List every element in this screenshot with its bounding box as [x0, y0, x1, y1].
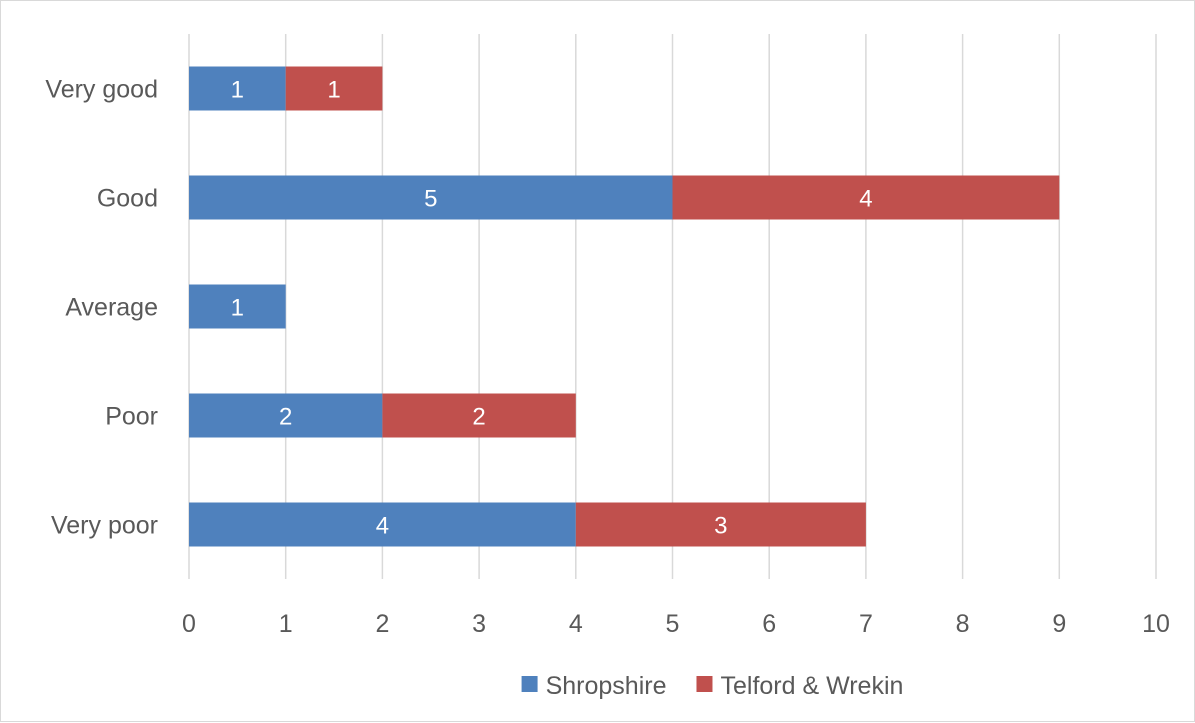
x-tick-label: 9	[1052, 610, 1066, 638]
data-labels: 1 1 5 4 1 2 2 4 3	[231, 77, 873, 540]
axes: 0 1 2 3 4 5 6 7 8 9 10 Very good Good Average Poor Very…	[45, 76, 1170, 639]
bar-shropshire-average	[189, 284, 286, 329]
bars	[189, 66, 1060, 547]
bar-shropshire-very-poor	[189, 502, 576, 547]
x-tick-label: 6	[762, 610, 776, 638]
bar-telford-wrekin-poor	[382, 393, 576, 438]
data-label: 2	[472, 404, 485, 431]
category-label: Average	[65, 294, 158, 322]
category-label: Poor	[105, 403, 158, 431]
x-tick-label: 3	[472, 610, 486, 638]
x-tick-label: 10	[1142, 610, 1170, 638]
x-tick-label: 1	[279, 610, 293, 638]
bar-shropshire-good	[189, 175, 673, 220]
category-label: Good	[97, 185, 158, 213]
legend-label: Shropshire	[546, 672, 667, 700]
data-label: 1	[231, 77, 244, 104]
data-label: 4	[376, 513, 389, 540]
data-label: 4	[859, 186, 872, 213]
data-label: 1	[231, 295, 244, 322]
x-tick-label: 2	[375, 610, 389, 638]
legend: Shropshire Telford & Wrekin	[521, 672, 903, 700]
data-label: 2	[279, 404, 292, 431]
legend-label: Telford & Wrekin	[720, 672, 903, 700]
category-label: Very good	[45, 76, 158, 104]
category-label: Very poor	[51, 512, 158, 540]
gridlines	[188, 34, 1157, 579]
x-tick-label: 0	[182, 610, 196, 638]
bar-telford-wrekin-very-poor	[575, 502, 866, 547]
legend-swatch	[696, 676, 713, 692]
x-tick-label: 8	[956, 610, 970, 638]
data-label: 3	[714, 513, 727, 540]
bar-telford-wrekin-good	[672, 175, 1060, 220]
x-tick-label: 4	[569, 610, 583, 638]
x-tick-label: 5	[666, 610, 680, 638]
bar-shropshire-poor	[189, 393, 383, 438]
legend-swatch	[521, 676, 538, 692]
data-label: 5	[424, 186, 437, 213]
bar-telford-wrekin-very-good	[285, 66, 383, 111]
x-tick-label: 7	[859, 610, 873, 638]
data-label: 1	[327, 77, 340, 104]
bar-shropshire-very-good	[189, 66, 286, 111]
